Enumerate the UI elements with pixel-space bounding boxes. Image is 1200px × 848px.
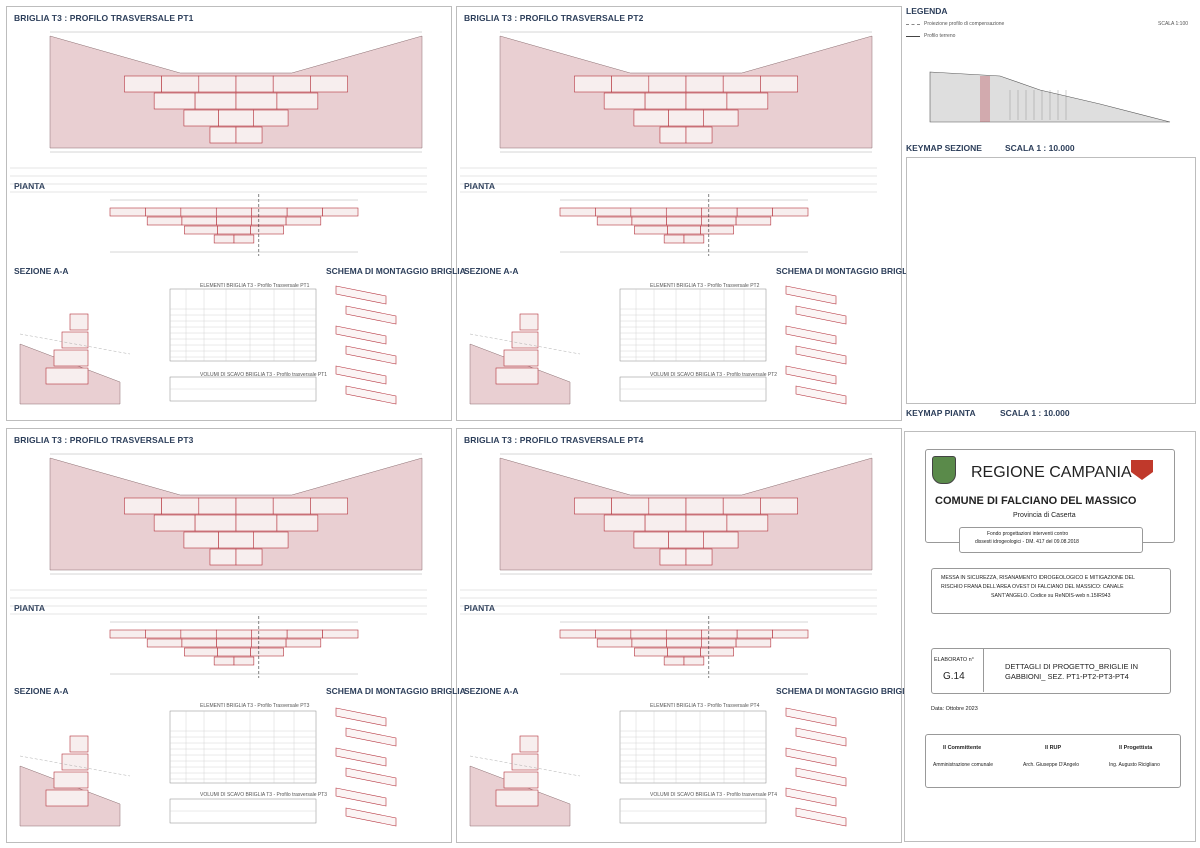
intervento-line-1: MESSA IN SICUREZZA, RISANAMENTO IDROGEOL… <box>941 575 1135 581</box>
legend-dashed-line <box>906 24 920 25</box>
panel-title-pt1: BRIGLIA T3 : PROFILO TRASVERSALE PT1 <box>14 13 194 23</box>
keymap-pianta-scale: SCALA 1 : 10.000 <box>1000 408 1070 418</box>
keymap-sezione-title: KEYMAP SEZIONE <box>906 143 982 153</box>
panel-pt1 <box>6 6 452 421</box>
keymap-pianta-title: KEYMAP PIANTA <box>906 408 976 418</box>
comune-name: COMUNE DI FALCIANO DEL MASSICO <box>935 495 1137 507</box>
intervento-box <box>931 568 1171 614</box>
panel-pt2 <box>456 6 902 421</box>
schema-title-pt2: SCHEMA DI MONTAGGIO BRIGLIA <box>776 266 916 276</box>
rup-label: Il RUP <box>1045 745 1062 751</box>
keymap-map-frame <box>906 157 1196 404</box>
elaborato-title-1: DETTAGLI DI PROGETTO_BRIGLIE IN <box>1005 662 1139 671</box>
legend-scale: SCALA 1:100 <box>1158 21 1189 27</box>
provincia: Provincia di Caserta <box>1013 512 1076 519</box>
volume-title-pt4: VOLUMI DI SCAVO BRIGLIA T3 - Profilo tra… <box>650 792 778 798</box>
table-title-pt3: ELEMENTI BRIGLIA T3 - Profilo Trasversal… <box>200 703 310 709</box>
table-title-pt4: ELEMENTI BRIGLIA T3 - Profilo Trasversal… <box>650 703 760 709</box>
legend-solid-line <box>906 36 920 37</box>
legend-title: LEGENDA <box>906 6 948 16</box>
elaborato-box <box>931 648 1171 694</box>
sezione-title-pt2: SEZIONE A-A <box>464 266 519 276</box>
panel-title-pt4: BRIGLIA T3 : PROFILO TRASVERSALE PT4 <box>464 435 644 445</box>
progettista: Ing. Augusto Ricigliano <box>1109 762 1160 768</box>
schema-title-pt4: SCHEMA DI MONTAGGIO BRIGLIA <box>776 686 916 696</box>
volume-title-pt1: VOLUMI DI SCAVO BRIGLIA T3 - Profilo tra… <box>200 372 328 378</box>
volume-title-pt2: VOLUMI DI SCAVO BRIGLIA T3 - Profilo tra… <box>650 372 778 378</box>
title-block: REGIONE CAMPANIA COMUNE DI FALCIANO DEL … <box>904 431 1196 842</box>
schema-title-pt3: SCHEMA DI MONTAGGIO BRIGLIA <box>326 686 466 696</box>
panel-title-pt2: BRIGLIA T3 : PROFILO TRASVERSALE PT2 <box>464 13 644 23</box>
pianta-title-pt3: PIANTA <box>14 603 46 613</box>
committente-label: Il Committente <box>943 745 982 751</box>
firme-box <box>925 734 1181 788</box>
legend-item-2: Profilo terreno <box>924 33 956 39</box>
sezione-title-pt1: SEZIONE A-A <box>14 266 69 276</box>
fondo-line-1: Fondo progettazioni interventi contro <box>987 531 1069 537</box>
progettista-label: Il Progettista <box>1119 745 1153 751</box>
pianta-title-pt2: PIANTA <box>464 181 496 191</box>
data: Data: Ottobre 2023 <box>931 706 978 712</box>
keymap-sezione-scale: SCALA 1 : 10.000 <box>1005 143 1075 153</box>
volume-title-pt3: VOLUMI DI SCAVO BRIGLIA T3 - Profilo tra… <box>200 792 328 798</box>
schema-title-pt1: SCHEMA DI MONTAGGIO BRIGLIA <box>326 266 466 276</box>
coat-of-arms-icon <box>932 456 956 484</box>
elaborato-title-2: GABBIONI_ SEZ. PT1-PT2-PT3-PT4 <box>1005 672 1129 681</box>
sezione-title-pt4: SEZIONE A-A <box>464 686 519 696</box>
committente: Amministrazione comunale <box>933 762 994 768</box>
panel-pt3 <box>6 428 452 843</box>
elaborato-divider <box>983 648 984 692</box>
intervento-line-3: SANT'ANGELO. Codice su ReNDIS-web n.15IR… <box>991 593 1111 599</box>
pianta-title-pt1: PIANTA <box>14 181 46 191</box>
fondo-box <box>959 527 1143 553</box>
table-title-pt2: ELEMENTI BRIGLIA T3 - Profilo Trasversal… <box>650 283 760 289</box>
rup: Arch. Giuseppe D'Angelo <box>1023 762 1079 768</box>
pianta-title-pt4: PIANTA <box>464 603 496 613</box>
region-name: REGIONE CAMPANIA <box>971 464 1132 481</box>
table-title-pt1: ELEMENTI BRIGLIA T3 - Profilo Trasversal… <box>200 283 310 289</box>
panel-title-pt3: BRIGLIA T3 : PROFILO TRASVERSALE PT3 <box>14 435 194 445</box>
elaborato-code: G.14 <box>943 671 965 682</box>
legend-item-1: Proiezione profilo di compensazione <box>924 21 1005 27</box>
fondo-line-2: dissesti idrogeologici - DM. 417 del 09.… <box>975 539 1079 545</box>
legend-profile <box>929 71 1171 123</box>
panel-pt4 <box>456 428 902 843</box>
sezione-title-pt3: SEZIONE A-A <box>14 686 69 696</box>
elaborato-label: ELABORATO n° <box>934 657 974 663</box>
intervento-line-2: RISCHIO FRANA DELL'AREA OVEST DI FALCIAN… <box>941 584 1124 590</box>
region-emblem-icon <box>1131 460 1153 480</box>
